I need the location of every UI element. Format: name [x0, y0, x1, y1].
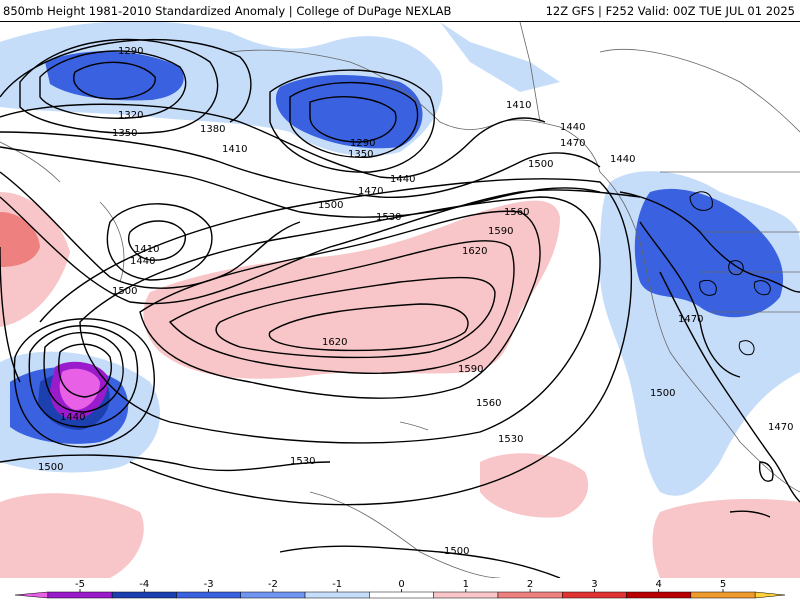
contour-label: 1620: [462, 246, 487, 257]
contour-label: 1530: [498, 434, 523, 445]
contour-label: 1530: [376, 212, 401, 223]
legend-color-swatch: [627, 592, 691, 598]
legend-tick-label: 5: [720, 579, 726, 590]
contour-label: 1410: [134, 244, 159, 255]
contour-label: 1470: [768, 422, 793, 433]
legend-tick-label: 4: [656, 579, 662, 590]
contour-label: 1470: [358, 186, 383, 197]
contour-label: 1440: [130, 256, 155, 267]
legend-color-swatch: [498, 592, 562, 598]
contour-label: 1410: [506, 100, 531, 111]
legend-tick-label: -2: [268, 579, 278, 590]
contour-label: 1380: [200, 124, 225, 135]
legend-tick-label: -1: [332, 579, 342, 590]
contour-label: 1500: [528, 159, 553, 170]
contour-label: 1290: [350, 138, 375, 149]
legend-color-swatch: [755, 592, 785, 598]
legend-color-swatch: [48, 592, 112, 598]
legend-tick-label: 0: [398, 579, 404, 590]
legend-color-swatch: [15, 592, 48, 598]
contour-label: 1590: [488, 226, 513, 237]
contour-label: 1620: [322, 337, 347, 348]
anomaly-color-legend: -5 -4 -3 -2 -1 0 1 2 3 4 5: [0, 578, 800, 600]
contour-label: 1500: [112, 286, 137, 297]
contour-label: 1500: [318, 200, 343, 211]
header-bar: 850mb Height 1981-2010 Standardized Anom…: [0, 0, 800, 22]
anomaly-positive-light: [653, 499, 800, 578]
contour-label: 1410: [222, 144, 247, 155]
legend-color-swatch: [434, 592, 498, 598]
map-title: 850mb Height 1981-2010 Standardized Anom…: [3, 4, 451, 18]
legend-color-swatch: [691, 592, 755, 598]
map-canvas: 1290 1320 1350 1290 1350 1380 1410 1410 …: [0, 22, 800, 578]
contour-label: 1560: [476, 398, 501, 409]
map-panel: 1290 1320 1350 1290 1350 1380 1410 1410 …: [0, 22, 800, 578]
contour-label: 1470: [678, 314, 703, 325]
legend-tick-label: -4: [139, 579, 149, 590]
legend-color-swatch: [241, 592, 305, 598]
contour-label: 1500: [38, 462, 63, 473]
legend-color-swatch: [562, 592, 626, 598]
legend-color-swatch: [176, 592, 240, 598]
legend-tick-label: -3: [204, 579, 214, 590]
contour-label: 1290: [118, 46, 143, 57]
contour-label: 1350: [348, 149, 373, 160]
anomaly-positive-light: [0, 493, 144, 578]
contour-label: 1320: [118, 110, 143, 121]
legend-tick-label: 2: [527, 579, 533, 590]
contour-label: 1440: [390, 174, 415, 185]
contour-label: 1350: [112, 128, 137, 139]
contour-label: 1560: [504, 207, 529, 218]
contour-label: 1500: [444, 546, 469, 557]
legend-tick-label: 1: [463, 579, 469, 590]
legend-color-swatch: [305, 592, 369, 598]
contour-label: 1500: [650, 388, 675, 399]
contour-label: 1440: [60, 412, 85, 423]
legend-color-swatch: [112, 592, 176, 598]
legend-color-swatch: [369, 592, 433, 598]
legend-tick-label: 3: [591, 579, 597, 590]
model-run-info: 12Z GFS | F252 Valid: 00Z TUE JUL 01 202…: [546, 4, 795, 18]
contour-label: 1470: [560, 138, 585, 149]
contour-label: 1590: [458, 364, 483, 375]
contour-label: 1440: [560, 122, 585, 133]
contour-label: 1440: [610, 154, 635, 165]
legend-tick-label: -5: [75, 579, 85, 590]
contour-label: 1530: [290, 456, 315, 467]
legend-canvas: -5 -4 -3 -2 -1 0 1 2 3 4 5: [0, 578, 800, 600]
